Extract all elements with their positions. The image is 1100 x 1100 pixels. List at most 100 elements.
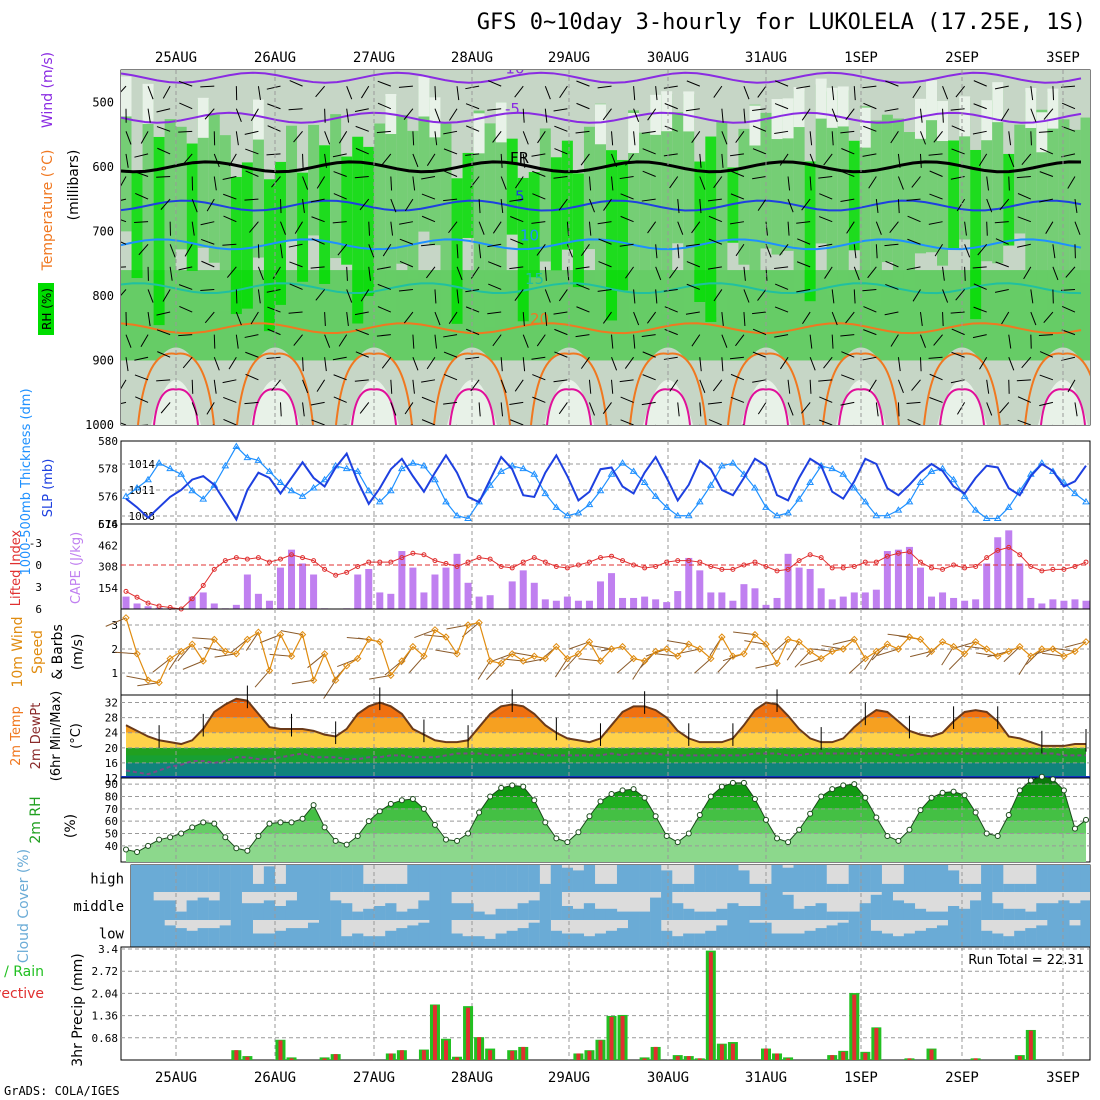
wind-barb: [156, 329, 171, 336]
wind10-marker: [552, 642, 561, 651]
cloud-cell-high: [650, 865, 662, 892]
li-marker: [266, 559, 272, 565]
cloud-cell-middle: [208, 900, 220, 920]
wind10-marker: [872, 647, 881, 656]
wind10-barb: [821, 645, 844, 650]
wind10-barb: [964, 645, 987, 650]
wind-barb: [250, 311, 259, 325]
thickness-marker: [1071, 489, 1079, 497]
cape-bar: [1049, 599, 1057, 609]
wind10-marker: [938, 638, 947, 646]
cloud-cell-high: [627, 865, 640, 892]
thickness-marker: [982, 514, 991, 521]
wind-barb: [735, 243, 745, 257]
wind-barb: [266, 153, 281, 156]
temp-line: [125, 697, 1086, 747]
wind-barb: [245, 351, 259, 358]
wind-barb: [279, 402, 282, 417]
cloud-cell-middle: [605, 908, 618, 920]
wind10-barb: [137, 682, 160, 687]
cloud-cell-middle: [572, 908, 585, 920]
wind-barb: [995, 261, 1009, 268]
wind10-marker: [585, 638, 594, 646]
wind10-marker: [122, 614, 130, 622]
cloud-cell-middle: [970, 900, 982, 920]
wind-barb: [515, 176, 524, 189]
date-label-bottom: 28AUG: [451, 1070, 493, 1086]
wind-barb: [633, 334, 636, 349]
rh2m-marker: [785, 839, 792, 846]
cloud-cell-middle: [1080, 900, 1090, 920]
temp-units-label: (°C): [69, 723, 84, 749]
cape-tick: 462: [98, 539, 118, 552]
cloud-cell-middle: [716, 908, 728, 920]
wind10-marker: [475, 618, 483, 627]
wind-barb: [368, 266, 371, 281]
cape-bar: [431, 574, 439, 609]
rh-dry-patch: [121, 76, 132, 117]
thickness-marker: [232, 442, 241, 450]
thickness-marker: [960, 492, 969, 499]
rh2m-marker: [619, 787, 626, 794]
wind-barb: [907, 238, 921, 245]
precip-conv-bar: [1028, 1030, 1033, 1060]
wind-barb: [302, 379, 309, 394]
cloud-cell-high: [142, 865, 154, 892]
cloud-cell-low: [639, 920, 651, 947]
cape-bar: [883, 551, 891, 609]
rh2m-marker: [409, 795, 416, 802]
wind-barb: [355, 351, 369, 358]
cape-bar: [939, 592, 947, 609]
wind-barb: [973, 103, 987, 110]
cloud-cell-low: [164, 925, 176, 947]
wind-barb: [178, 130, 193, 133]
rh-dry-patch: [661, 91, 673, 132]
li-marker: [542, 559, 548, 565]
wind10-barb: [105, 617, 127, 627]
cloud-cell-middle: [1069, 903, 1081, 920]
cape-bar: [563, 596, 571, 609]
cloud-cell-middle: [793, 908, 805, 920]
wind-barb: [381, 356, 392, 369]
wind10-barb: [975, 652, 998, 657]
wind-barb: [1052, 86, 1055, 101]
cloud-cell-high: [605, 883, 618, 892]
wind10-marker: [795, 638, 803, 646]
cloud-cell-high: [727, 865, 739, 892]
rh2m-marker: [906, 826, 913, 833]
wind-barb: [1021, 153, 1032, 166]
cape-bar: [188, 596, 196, 609]
isotherm-25: [822, 352, 900, 425]
wind10-barb: [941, 646, 955, 666]
wind10-barb: [954, 641, 976, 649]
rh-column: [319, 145, 331, 284]
wind-barb: [244, 198, 259, 201]
wind-barb: [977, 243, 988, 256]
wind-barb: [897, 402, 900, 417]
li-tick: 6: [35, 603, 42, 616]
cloud-cell-middle: [683, 908, 695, 920]
wind10-marker: [265, 666, 274, 675]
thickness-marker: [353, 467, 362, 474]
wind-barb: [200, 238, 215, 245]
precip-conv-bar: [455, 1057, 460, 1060]
thickness-marker: [420, 461, 428, 469]
wind10-barb: [800, 658, 822, 666]
wind-barb: [266, 356, 281, 359]
wind-barb: [206, 198, 215, 212]
cloud-cell-high: [981, 865, 993, 892]
wind10-barb: [877, 648, 899, 656]
wind-barb: [443, 148, 458, 155]
rh2m-marker: [145, 842, 152, 849]
li-marker: [631, 562, 637, 568]
wind-barb: [1016, 176, 1031, 179]
rh2m-marker: [1016, 787, 1023, 794]
cloud-cell-middle: [197, 897, 209, 920]
wind-barb: [809, 153, 816, 168]
wind-barb: [162, 289, 171, 302]
rh2m-marker: [1060, 787, 1067, 794]
cloud-cell-middle: [418, 900, 430, 920]
thickness-marker: [453, 511, 461, 519]
cloud-cell-high: [826, 883, 838, 892]
